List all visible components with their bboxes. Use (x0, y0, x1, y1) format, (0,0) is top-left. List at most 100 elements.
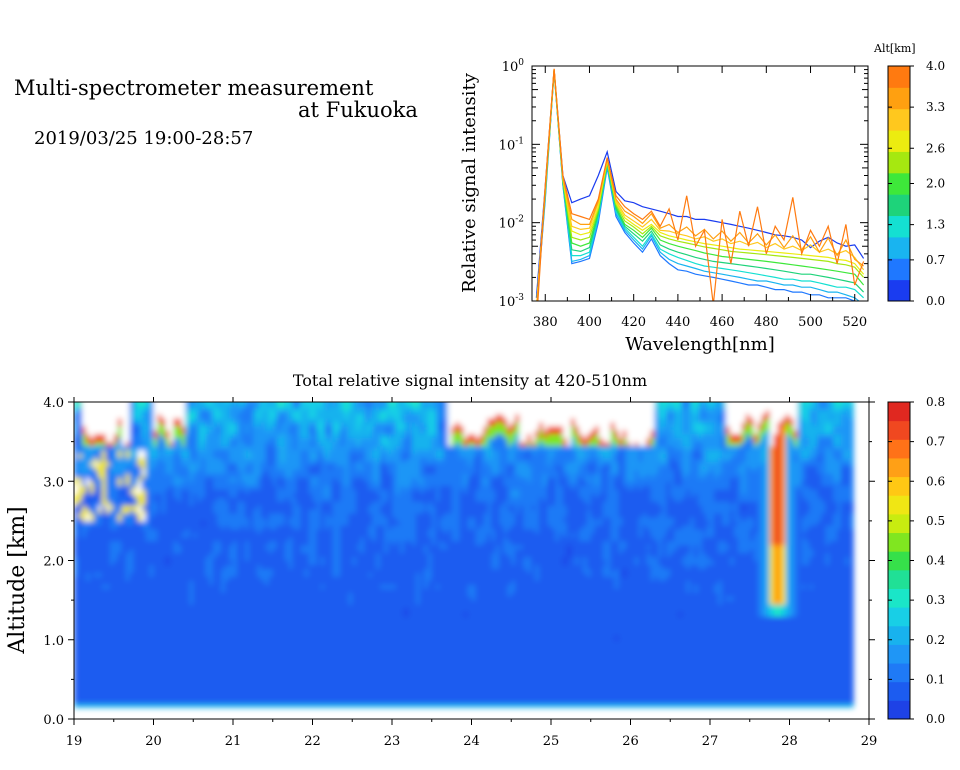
heatmap-cell (264, 671, 270, 677)
heatmap-cell (221, 477, 226, 482)
heatmap-cell (125, 619, 131, 625)
heatmap-cell (121, 564, 127, 570)
heatmap-cell (109, 493, 115, 498)
heatmap-cell (201, 457, 206, 463)
heatmap-cell (101, 421, 107, 427)
heatmap-cell (205, 675, 210, 680)
heatmap-cell (74, 588, 79, 593)
heatmap-cell (213, 402, 218, 407)
heatmap-cell (133, 675, 139, 680)
heatmap-cell (101, 584, 107, 589)
heatmap-cell (181, 647, 186, 653)
heatmap-cell (221, 544, 226, 550)
heatmap-cell (304, 703, 310, 708)
heatmap-cell (101, 425, 107, 431)
heatmap-cell (113, 691, 119, 696)
heatmap-cell (268, 485, 274, 490)
heatmap-cell (97, 497, 103, 502)
heatmap-cell (256, 619, 262, 625)
heatmap-cell (268, 588, 274, 593)
heatmap-cell (177, 703, 182, 708)
heatmap-cell (145, 461, 151, 466)
heatmap-cell (165, 540, 170, 546)
heatmap-cell (268, 643, 274, 649)
heatmap-cell (133, 703, 139, 708)
heatmap-cell (244, 417, 250, 423)
heatmap-cell (252, 481, 258, 486)
heatmap-cell (241, 536, 246, 542)
spectrum-series-line (537, 68, 865, 301)
heatmap-cell (93, 481, 99, 486)
heatmap-cell (185, 655, 190, 661)
heatmap-cell (109, 592, 115, 597)
heatmap-cell (149, 457, 155, 463)
heatmap-cell (109, 627, 115, 633)
heatmap-cell (173, 596, 178, 601)
heatmap-cell (137, 647, 143, 653)
heatmap-cell (157, 604, 163, 609)
heatmap-cell (300, 612, 306, 617)
heatmap-cell (129, 564, 135, 570)
heatmap-cell (97, 683, 103, 688)
heatmap-cell (268, 445, 274, 451)
heatmap-cell (121, 627, 127, 633)
heatmap-cell (292, 417, 298, 423)
spectrum-y-tick-exponent: -2 (515, 215, 524, 225)
heatmap-cell (241, 413, 246, 419)
heatmap-cell (145, 453, 151, 459)
heatmap-cell (121, 675, 127, 680)
heatmap-cell (241, 513, 246, 518)
heatmap-cell (213, 651, 218, 657)
heatmap-cell (181, 493, 186, 498)
heatmap-cell (193, 445, 198, 451)
heatmap-cell (189, 536, 194, 542)
heatmap-cell (213, 683, 218, 688)
heatmap-cell (85, 425, 91, 431)
heatmap-cell (189, 477, 194, 482)
heatmap-cell (149, 699, 155, 704)
heatmap-cell (205, 655, 210, 661)
heatmap-cell (133, 600, 139, 605)
heatmap-cell (133, 402, 139, 407)
heatmap-cell (165, 695, 170, 700)
heatmap-cell (85, 560, 91, 566)
heatmap-cell (197, 616, 202, 621)
altitude-colorbar: Alt[km] 0.00.71.32.02.63.34.0 (873, 42, 945, 308)
heatmap-cell (161, 544, 167, 550)
heatmap-cell (288, 584, 294, 589)
heatmap-cell (248, 600, 254, 605)
heatmap-cell (78, 695, 83, 700)
heatmap-cell (209, 572, 214, 577)
heatmap-cell (137, 421, 143, 427)
heatmap-cell (276, 501, 282, 506)
heatmap-cell (161, 433, 167, 439)
heatmap-cell (153, 548, 159, 554)
heatmap-cell (201, 612, 206, 617)
heatmap-cell (276, 580, 282, 585)
heatmap-cell (117, 417, 123, 423)
heatmap-cell (268, 675, 274, 680)
heatmap-cell (209, 588, 214, 593)
heatmap-cell (264, 445, 270, 451)
heatmap-cell (181, 671, 186, 677)
heatmap-cell (244, 635, 250, 641)
heatmap-cell (133, 584, 139, 589)
heatmap-cell (101, 406, 107, 411)
heatmap-cell (137, 429, 143, 435)
heatmap-cell (109, 402, 115, 407)
heatmap-cell (221, 612, 226, 617)
heatmap-cell (296, 663, 302, 669)
heatmap-cell (169, 639, 174, 645)
heatmap-cell (256, 592, 262, 597)
heatmap-cell (304, 695, 310, 700)
heatmap-cell (284, 461, 290, 466)
heatmap-cell (300, 548, 306, 554)
heatmap-cell (157, 425, 163, 431)
heatmap-cell (225, 425, 230, 431)
heatmap-cell (272, 600, 278, 605)
heatmap-cell (129, 699, 135, 704)
heatmap-cell (105, 639, 111, 645)
heatmap-cell (260, 513, 266, 518)
heatmap-cell (201, 572, 206, 577)
heatmap-cell (85, 524, 91, 530)
